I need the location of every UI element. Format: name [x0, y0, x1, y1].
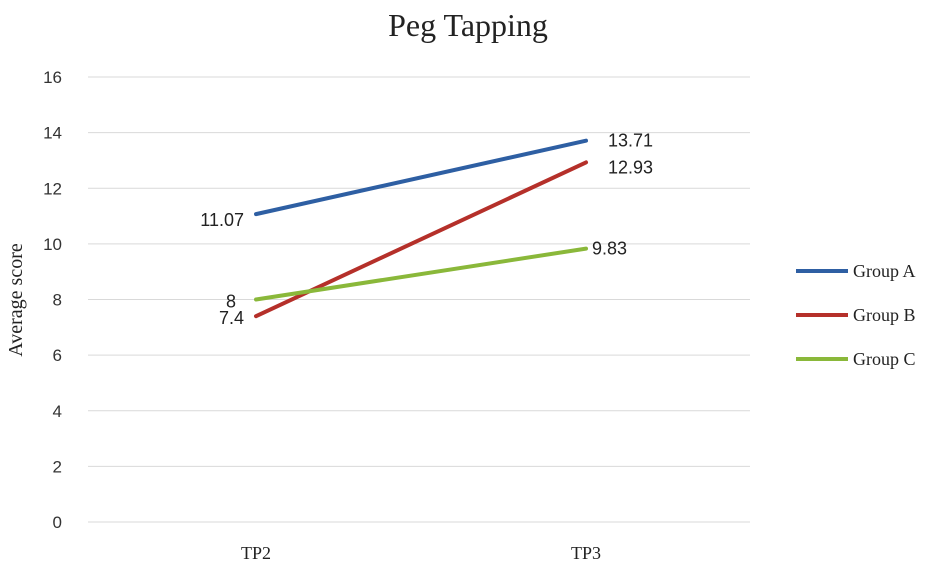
- y-tick-label: 2: [53, 457, 62, 476]
- data-label: 7.4: [219, 308, 244, 328]
- y-tick-label: 6: [53, 346, 62, 365]
- x-tick-label: TP3: [571, 543, 601, 563]
- data-label: 12.93: [608, 157, 653, 177]
- y-axis-ticks: 0 2 4 6 8 10 12 14 16: [43, 68, 62, 532]
- y-tick-label: 0: [53, 513, 62, 532]
- data-label: 8: [226, 292, 236, 312]
- gridlines: [88, 76, 750, 523]
- y-tick-label: 4: [53, 402, 62, 421]
- x-axis-ticks: TP2 TP3: [241, 543, 601, 563]
- y-tick-label: 16: [43, 68, 62, 87]
- legend-entry: Group C: [853, 349, 916, 369]
- legend-entry: Group B: [853, 305, 916, 325]
- series-lines: [254, 138, 588, 319]
- y-tick-label: 14: [43, 124, 62, 143]
- data-label: 9.83: [592, 239, 627, 259]
- data-label: 11.07: [200, 210, 244, 230]
- x-tick-label: TP2: [241, 543, 271, 563]
- data-labels: 11.07 13.71 7.4 12.93 8 9.83: [200, 131, 653, 328]
- y-tick-label: 12: [43, 179, 62, 198]
- y-tick-label: 10: [43, 235, 62, 254]
- chart-title: Peg Tapping: [388, 7, 548, 43]
- legend-entry: Group A: [853, 261, 916, 281]
- series-line-group-a: [254, 138, 588, 217]
- legend: Group A Group B Group C: [796, 261, 916, 369]
- data-label: 13.71: [608, 131, 653, 151]
- y-axis-label: Average score: [5, 243, 27, 357]
- y-tick-label: 8: [53, 291, 62, 310]
- series-line-group-c: [254, 246, 588, 302]
